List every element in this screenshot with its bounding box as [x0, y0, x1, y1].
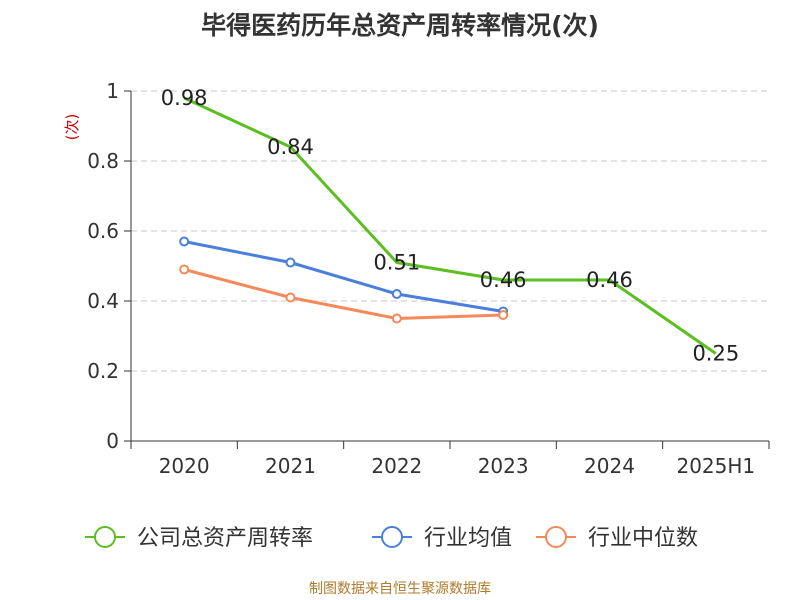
x-tick-label: 2021 — [265, 454, 316, 478]
y-tick-label: 0 — [106, 429, 119, 453]
data-label: 0.25 — [692, 342, 739, 366]
data-point — [179, 236, 190, 247]
data-label: 0.98 — [161, 86, 208, 110]
data-labels: 0.98 0.84 0.51 0.46 0.46 0.25 — [161, 86, 739, 366]
chart-title: 毕得医药历年总资产周转率情况(次) — [201, 11, 599, 40]
legend-marker — [94, 526, 116, 548]
data-label: 0.84 — [267, 135, 314, 159]
data-point — [179, 264, 190, 275]
data-source-note: 制图数据来自恒生聚源数据库 — [309, 581, 491, 597]
x-tick-label: 2020 — [159, 454, 210, 478]
series-line — [183, 240, 504, 313]
series-line — [183, 268, 504, 320]
grid-lines — [131, 90, 769, 372]
data-label: 0.51 — [373, 251, 420, 275]
data-point — [285, 292, 296, 303]
series-line — [183, 96, 717, 355]
legend: 公司总资产周转率 行业均值 行业中位数 — [85, 526, 698, 551]
legend-label: 行业均值 — [424, 526, 512, 551]
data-point — [391, 313, 402, 324]
axes: 0 0.2 0.4 0.6 0.8 1 (次) 2020 2021 2022 2023 2024 202… — [63, 79, 770, 478]
y-tick-label: 0.8 — [87, 149, 119, 173]
legend-marker — [381, 526, 403, 548]
y-tick-label: 1 — [106, 79, 119, 103]
data-label: 0.46 — [586, 268, 633, 292]
data-point — [498, 310, 509, 320]
x-tick-label: 2023 — [478, 454, 529, 478]
data-label: 0.46 — [480, 268, 527, 292]
data-point — [285, 257, 296, 268]
y-tick-label: 0.6 — [87, 219, 119, 243]
y-tick-label: 0.2 — [87, 359, 119, 383]
x-tick-label: 2025H1 — [676, 454, 755, 478]
legend-marker — [545, 526, 567, 548]
x-tick-label: 2022 — [371, 454, 422, 478]
data-point — [391, 289, 402, 299]
series-lines — [179, 96, 717, 355]
legend-label: 行业中位数 — [588, 526, 698, 551]
y-tick-label: 0.4 — [87, 289, 119, 313]
x-tick-label: 2024 — [584, 454, 635, 478]
legend-label: 公司总资产周转率 — [137, 526, 313, 551]
y-axis-label: (次) — [63, 114, 81, 141]
